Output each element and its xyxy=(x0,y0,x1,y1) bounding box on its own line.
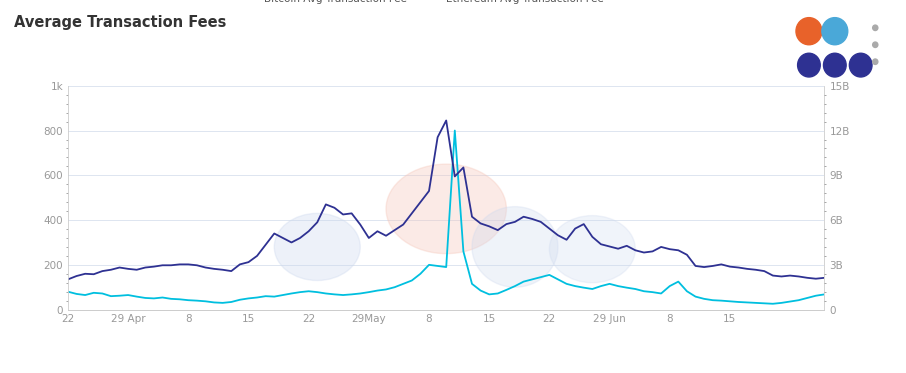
Ellipse shape xyxy=(386,164,506,254)
Ellipse shape xyxy=(275,213,361,280)
Circle shape xyxy=(872,25,878,31)
Circle shape xyxy=(796,18,822,45)
Legend: Bitcoin Avg Transaction Fee, Ethereum Avg Transaction Fee: Bitcoin Avg Transaction Fee, Ethereum Av… xyxy=(232,0,607,9)
Circle shape xyxy=(797,53,820,77)
Circle shape xyxy=(850,53,872,77)
Text: Average Transaction Fees: Average Transaction Fees xyxy=(14,15,226,30)
Ellipse shape xyxy=(472,207,558,287)
Circle shape xyxy=(824,53,846,77)
Circle shape xyxy=(822,18,848,45)
Ellipse shape xyxy=(549,216,635,283)
Circle shape xyxy=(872,59,878,65)
Circle shape xyxy=(872,42,878,47)
